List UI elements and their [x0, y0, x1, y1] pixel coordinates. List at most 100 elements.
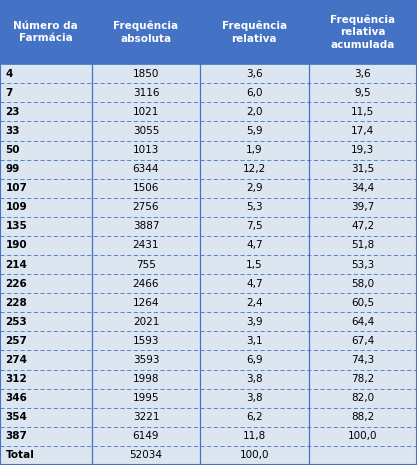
Bar	[200, 159, 309, 179]
Bar	[0, 332, 92, 351]
Bar	[92, 293, 200, 312]
Bar	[0, 121, 92, 140]
Text: 60,5: 60,5	[351, 298, 374, 308]
Text: 100,0: 100,0	[240, 451, 269, 460]
Bar	[309, 179, 417, 198]
Bar	[200, 236, 309, 255]
Bar	[200, 255, 309, 274]
Bar	[92, 312, 200, 332]
Text: 99: 99	[5, 164, 20, 174]
Bar	[200, 198, 309, 217]
Bar	[309, 0, 417, 64]
Bar	[0, 255, 92, 274]
Bar	[200, 427, 309, 446]
Bar	[0, 293, 92, 312]
Text: 4: 4	[5, 69, 13, 79]
Text: 2,4: 2,4	[246, 298, 263, 308]
Bar	[309, 408, 417, 427]
Bar	[200, 64, 309, 83]
Text: 226: 226	[5, 279, 27, 289]
Text: 17,4: 17,4	[351, 126, 374, 136]
Bar	[309, 255, 417, 274]
Text: 2,0: 2,0	[246, 107, 263, 117]
Text: 2466: 2466	[133, 279, 159, 289]
Text: 1850: 1850	[133, 69, 159, 79]
Bar	[309, 370, 417, 389]
Bar	[0, 159, 92, 179]
Bar	[92, 255, 200, 274]
Text: 3,8: 3,8	[246, 393, 263, 403]
Text: 1,9: 1,9	[246, 145, 263, 155]
Text: Frequência
absoluta: Frequência absoluta	[113, 20, 178, 44]
Text: 3221: 3221	[133, 412, 159, 422]
Bar	[92, 0, 200, 64]
Bar	[309, 217, 417, 236]
Text: 109: 109	[5, 202, 27, 213]
Bar	[309, 427, 417, 446]
Bar	[0, 102, 92, 121]
Bar	[0, 351, 92, 370]
Text: 274: 274	[5, 355, 28, 365]
Bar	[200, 274, 309, 293]
Bar	[200, 370, 309, 389]
Bar	[92, 83, 200, 102]
Bar	[92, 179, 200, 198]
Text: 1995: 1995	[133, 393, 159, 403]
Text: 50: 50	[5, 145, 20, 155]
Text: 3,9: 3,9	[246, 317, 263, 327]
Text: 1998: 1998	[133, 374, 159, 384]
Text: 6344: 6344	[133, 164, 159, 174]
Bar	[0, 236, 92, 255]
Bar	[92, 446, 200, 465]
Bar	[200, 217, 309, 236]
Bar	[0, 389, 92, 408]
Text: 2,9: 2,9	[246, 183, 263, 193]
Text: 228: 228	[5, 298, 27, 308]
Bar	[0, 0, 92, 64]
Text: 354: 354	[5, 412, 27, 422]
Text: 6,0: 6,0	[246, 88, 263, 98]
Text: 33: 33	[5, 126, 20, 136]
Text: 257: 257	[5, 336, 27, 346]
Bar	[0, 312, 92, 332]
Bar	[92, 389, 200, 408]
Text: 755: 755	[136, 259, 156, 270]
Text: 67,4: 67,4	[351, 336, 374, 346]
Bar	[92, 121, 200, 140]
Bar	[92, 64, 200, 83]
Text: 58,0: 58,0	[351, 279, 374, 289]
Bar	[200, 121, 309, 140]
Bar	[200, 102, 309, 121]
Text: 31,5: 31,5	[351, 164, 374, 174]
Bar	[0, 140, 92, 159]
Bar	[0, 217, 92, 236]
Text: 387: 387	[5, 432, 27, 441]
Text: 39,7: 39,7	[351, 202, 374, 213]
Bar	[200, 446, 309, 465]
Text: 4,7: 4,7	[246, 240, 263, 251]
Bar	[200, 332, 309, 351]
Bar	[92, 408, 200, 427]
Text: 82,0: 82,0	[351, 393, 374, 403]
Text: 3116: 3116	[133, 88, 159, 98]
Bar	[200, 0, 309, 64]
Bar	[200, 140, 309, 159]
Text: 47,2: 47,2	[351, 221, 374, 232]
Text: 6,2: 6,2	[246, 412, 263, 422]
Text: 3887: 3887	[133, 221, 159, 232]
Text: 53,3: 53,3	[351, 259, 374, 270]
Text: 1593: 1593	[133, 336, 159, 346]
Bar	[309, 446, 417, 465]
Text: 2431: 2431	[133, 240, 159, 251]
Text: 3,1: 3,1	[246, 336, 263, 346]
Bar	[0, 408, 92, 427]
Text: 11,5: 11,5	[351, 107, 374, 117]
Text: 11,8: 11,8	[243, 432, 266, 441]
Text: 34,4: 34,4	[351, 183, 374, 193]
Text: 3055: 3055	[133, 126, 159, 136]
Bar	[0, 83, 92, 102]
Text: 2756: 2756	[133, 202, 159, 213]
Bar	[0, 179, 92, 198]
Text: 100,0: 100,0	[348, 432, 377, 441]
Bar	[309, 312, 417, 332]
